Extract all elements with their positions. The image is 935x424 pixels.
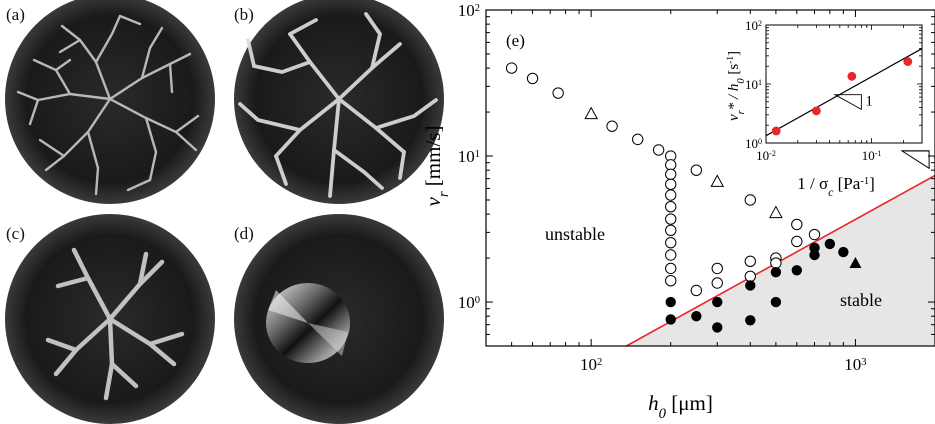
- photo-c: (c): [5, 214, 215, 424]
- inset-slope-triangle: [833, 94, 862, 111]
- y-axis-label: vr [mm/s]: [421, 126, 452, 207]
- filled-circle-point: [745, 315, 756, 326]
- open-circle-point: [808, 228, 821, 241]
- cone-reflection: [266, 283, 350, 363]
- open-circle-point: [665, 262, 677, 275]
- inset-fit-line: [765, 48, 923, 137]
- filled-circle-point: [770, 267, 782, 278]
- open-circle-point: [665, 224, 677, 236]
- open-circle-point: [665, 275, 677, 287]
- main-chart: 1 102 103 100 101 102 h0 [μm] vr [mm/s] unstable…: [421, 1, 935, 422]
- open-triangle-point: [584, 106, 599, 120]
- x-tick-label: 103: [844, 355, 866, 374]
- open-circle-point: [690, 164, 703, 176]
- y-tick-label: 102: [458, 1, 480, 20]
- inset-y-axis-label: vr* / h0 [s-1]: [726, 51, 747, 121]
- plot-frame: [485, 9, 935, 347]
- inset-point: [771, 126, 781, 136]
- photo-d: (d): [234, 214, 444, 424]
- filled-circle-point: [691, 310, 702, 322]
- open-circle-point: [652, 144, 665, 156]
- filled-circle-point: [791, 265, 803, 276]
- open-circle-point: [744, 270, 756, 283]
- inset-chart: 10-2 10-1 100 101 102 1 1 / σc [Pa-1] vr* / h0 …: [726, 18, 923, 199]
- inset-point: [811, 106, 821, 116]
- inset-slope-label: 1: [865, 93, 873, 109]
- panel-label-e: (e): [506, 31, 525, 50]
- open-circle-point: [744, 194, 756, 206]
- open-circle-point: [665, 249, 677, 261]
- inset-point: [847, 71, 857, 81]
- stable-label: stable: [840, 290, 882, 310]
- open-triangle-point: [710, 174, 725, 187]
- open-circle-point: [690, 284, 703, 297]
- y-tick-label: 100: [458, 293, 480, 312]
- open-circle-point: [665, 189, 677, 201]
- photo-c-label: (c): [6, 224, 25, 243]
- open-circle-point: [632, 133, 644, 146]
- x-tick-label: 102: [580, 355, 602, 374]
- filled-triangle-point: [849, 257, 862, 269]
- filled-circle-point: [838, 246, 849, 258]
- x-axis-label: h0 [μm]: [648, 391, 713, 422]
- filled-circle-point: [809, 242, 820, 254]
- inset-x-tick-label: 10-1: [862, 148, 882, 163]
- open-circle-point: [665, 168, 677, 180]
- filled-circle-point: [824, 238, 836, 250]
- inset-frame: [765, 24, 923, 144]
- open-circle-point: [505, 62, 518, 74]
- open-circle-point: [744, 255, 756, 268]
- open-circle-point: [711, 277, 723, 289]
- open-circle-point: [791, 218, 803, 231]
- open-circle-point: [665, 236, 677, 249]
- filled-circle-point: [770, 296, 782, 308]
- inset-y-tick-label: 102: [745, 18, 762, 33]
- open-circle-point: [665, 178, 677, 191]
- unstable-label: unstable: [545, 224, 605, 244]
- y-tick-label: 101: [458, 147, 480, 166]
- filled-circle-point: [712, 296, 723, 308]
- open-circle-point: [665, 159, 677, 171]
- filled-circle-point: [712, 322, 723, 333]
- photo-a: (a): [5, 0, 215, 204]
- slope-label: 1: [932, 152, 935, 171]
- filled-circle-point: [745, 280, 756, 291]
- open-circle-point: [711, 262, 723, 275]
- filled-circle-point: [809, 249, 820, 261]
- open-circle-point: [606, 120, 618, 132]
- open-circle-point: [552, 87, 564, 99]
- inset-y-tick-label: 100: [745, 136, 762, 151]
- inset-x-axis-label: 1 / σc [Pa-1]: [797, 174, 875, 199]
- open-circle-point: [665, 213, 677, 225]
- inset-x-tick-label: 10-2: [756, 148, 776, 163]
- photo-d-label: (d): [234, 224, 254, 243]
- filled-circle-point: [665, 314, 676, 325]
- open-circle-point: [770, 257, 782, 269]
- open-circle-point: [665, 200, 677, 213]
- photo-b-label: (b): [234, 5, 254, 24]
- filled-circle-point: [665, 296, 676, 308]
- photo-b: (b): [234, 0, 444, 204]
- open-circle-point: [791, 235, 803, 248]
- photo-panels: (a) (b): [5, 0, 444, 424]
- open-triangle-point: [769, 205, 783, 219]
- photo-a-label: (a): [6, 5, 25, 24]
- inset-y-tick-label: 101: [745, 77, 762, 92]
- open-circle-point: [526, 72, 539, 85]
- inset-point: [903, 57, 913, 66]
- slope-triangle: [900, 150, 930, 170]
